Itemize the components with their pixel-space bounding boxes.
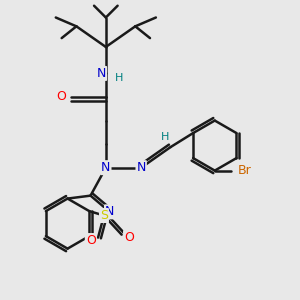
Text: O: O: [57, 91, 67, 103]
Text: S: S: [100, 209, 108, 222]
Text: Br: Br: [237, 164, 251, 177]
Text: H: H: [160, 132, 169, 142]
Text: N: N: [105, 205, 114, 218]
Text: N: N: [136, 161, 146, 174]
Text: O: O: [124, 231, 134, 244]
Text: N: N: [101, 161, 110, 174]
Text: N: N: [97, 67, 106, 80]
Text: H: H: [115, 73, 123, 83]
Text: O: O: [86, 234, 96, 247]
